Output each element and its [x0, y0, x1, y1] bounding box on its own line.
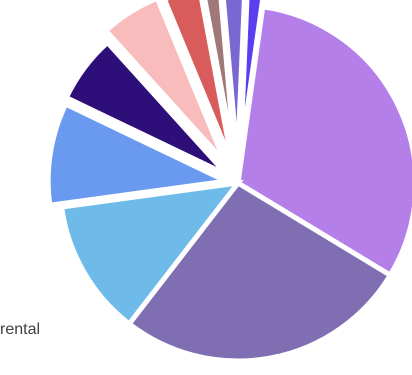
slice-label: rental	[0, 321, 40, 338]
pie-slice	[58, 179, 244, 328]
pie-slice	[62, 39, 229, 177]
pie-slice	[220, 0, 247, 162]
pie-slice	[45, 100, 235, 209]
pie-slice	[202, 0, 238, 164]
pie-slice	[237, 0, 266, 160]
pie-slice	[102, 0, 228, 165]
pie-slice	[161, 0, 235, 165]
pie-slice	[125, 179, 394, 364]
